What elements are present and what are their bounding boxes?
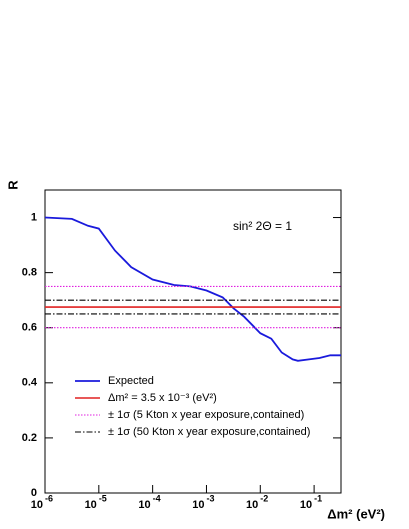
x-tick-exponent: -1 bbox=[314, 493, 322, 503]
x-tick-label: 10 bbox=[246, 499, 258, 511]
x-axis-label: Δm² (eV²) bbox=[327, 506, 385, 521]
y-tick-label: 0 bbox=[31, 487, 37, 499]
x-tick-exponent: -3 bbox=[206, 493, 214, 503]
legend-label: Δm² = 3.5 x 10⁻³ (eV²) bbox=[108, 392, 217, 404]
legend-label: Expected bbox=[108, 375, 154, 387]
x-tick-label: 10 bbox=[300, 499, 312, 511]
y-tick-label: 1 bbox=[31, 211, 37, 223]
x-tick-label: 10 bbox=[138, 499, 150, 511]
x-tick-exponent: -2 bbox=[260, 493, 268, 503]
data-line bbox=[44, 216, 341, 362]
y-tick-label: 0.8 bbox=[22, 267, 37, 279]
x-tick-exponent: -6 bbox=[45, 493, 53, 503]
x-tick-label: 10 bbox=[85, 499, 97, 511]
annotation: sin² 2Θ = 1 bbox=[233, 219, 292, 233]
y-axis-label: R bbox=[5, 180, 20, 190]
y-tick-label: 0.6 bbox=[22, 322, 37, 334]
y-tick-label: 0.4 bbox=[22, 377, 38, 389]
x-tick-label: 10 bbox=[192, 499, 204, 511]
legend-label: ± 1σ (50 Kton x year exposure,contained) bbox=[108, 426, 310, 438]
x-tick-exponent: -4 bbox=[153, 493, 161, 503]
legend-label: ± 1σ (5 Kton x year exposure,contained) bbox=[108, 409, 304, 421]
y-tick-label: 0.2 bbox=[22, 432, 37, 444]
plot-frame bbox=[44, 189, 342, 494]
x-tick-exponent: -5 bbox=[99, 493, 107, 503]
x-tick-label: 10 bbox=[31, 499, 43, 511]
